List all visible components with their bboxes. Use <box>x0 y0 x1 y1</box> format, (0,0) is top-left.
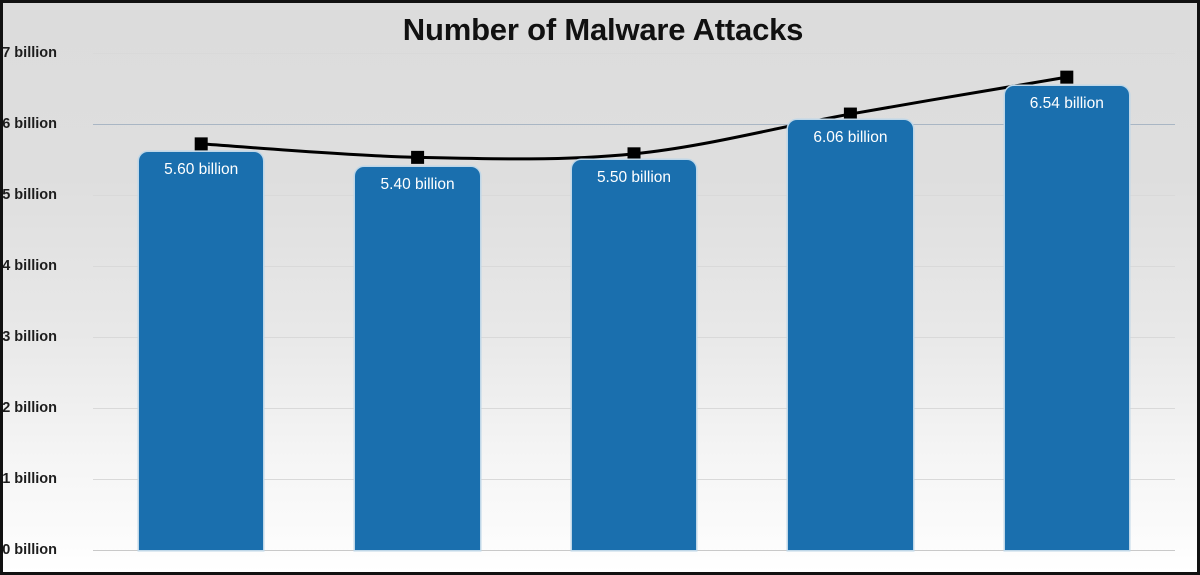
bar-value-label: 6.06 billion <box>813 128 888 146</box>
line-marker-2023[interactable] <box>843 107 857 121</box>
line-marker-2024[interactable] <box>1060 70 1074 84</box>
y-axis-tick-label: 5 billion <box>2 187 57 203</box>
bar-2023[interactable]: 6.06 billion <box>788 119 913 550</box>
y-axis-tick-label: 3 billion <box>2 329 57 345</box>
line-marker-2020[interactable] <box>194 137 208 151</box>
bar-2024[interactable]: 6.54 billion <box>1004 85 1129 550</box>
bar-2021[interactable]: 5.40 billion <box>355 166 480 550</box>
y-axis-tick-label: 1 billion <box>2 471 57 487</box>
bar-value-label: 6.54 billion <box>1029 94 1104 112</box>
trend-line <box>199 75 1069 161</box>
bar-value-label: 5.50 billion <box>596 168 672 186</box>
y-axis-tick-label: 7 billion <box>2 45 57 61</box>
plot-area: 0 billion 1 billion 2 billion 3 billion 4 bi… <box>3 45 1175 558</box>
line-marker-2021[interactable] <box>411 150 425 164</box>
line-marker-2022[interactable] <box>627 147 641 161</box>
y-axis-tick-label: 6 billion <box>2 116 57 132</box>
chart-title: Number of Malware Attacks <box>402 12 804 47</box>
bar-value-label: 5.60 billion <box>164 161 239 179</box>
y-axis-tick-label: 2 billion <box>2 400 57 416</box>
gridline <box>93 550 1175 551</box>
y-axis-tick-label: 4 billion <box>2 258 57 274</box>
bar-2022[interactable]: 5.50 billion <box>571 159 697 550</box>
bar-value-label: 5.40 billion <box>380 175 455 193</box>
y-axis-tick-label: 0 billion <box>2 542 57 558</box>
gridline <box>93 53 1175 54</box>
gridline <box>93 124 1175 125</box>
bar-2020[interactable]: 5.60 billion <box>138 152 264 550</box>
